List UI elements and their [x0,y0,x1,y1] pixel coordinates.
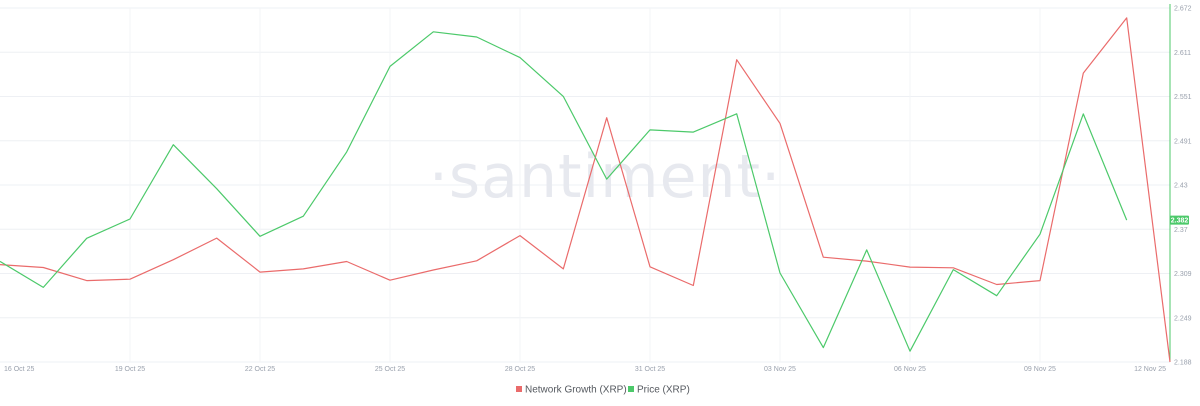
legend-label: Price (XRP) [637,385,690,396]
x-tick-label: 06 Nov 25 [894,366,926,373]
x-tick-label: 25 Oct 25 [375,366,405,373]
y-tick-label: 2.43 [1174,183,1188,190]
watermark: ·santiment· [429,142,781,212]
current-price-tag: 2.382 [1170,215,1189,225]
y-tick-label: 2.37 [1174,227,1188,234]
series-line-network-growth [0,17,1171,363]
x-axis-ticks: 16 Oct 25 19 Oct 25 22 Oct 25 25 Oct 25 28 O… [4,366,1166,373]
y-tick-label: 2.309 [1174,271,1192,278]
horizontal-grid [0,7,1170,363]
legend-label: Network Growth (XRP) [525,385,627,396]
x-tick-label: 16 Oct 25 [4,366,34,373]
x-tick-label: 12 Nov 25 [1134,366,1166,373]
y-tick-label: 2.249 [1174,315,1192,322]
right-axis-ticks: 2.672 2.611 2.551 2.491 2.43 2.37 2.309 2.249 2.… [1174,6,1192,367]
y-tick-label: 2.611 [1174,50,1191,57]
legend: Network Growth (XRP) Price (XRP) [516,385,690,396]
x-tick-label: 31 Oct 25 [635,366,665,373]
x-tick-label: 09 Nov 25 [1024,366,1056,373]
y-tick-label: 2.551 [1174,94,1192,101]
series-line-price [0,31,1128,352]
legend-swatch [628,386,634,392]
current-price-tag-label: 2.382 [1171,217,1189,224]
current-price-tag-bg [1170,215,1189,225]
x-tick-label: 22 Oct 25 [245,366,275,373]
y-tick-label: 2.188 [1174,360,1192,367]
y-tick-label: 2.672 [1174,6,1192,13]
x-tick-label: 19 Oct 25 [115,366,145,373]
y-tick-label: 2.491 [1174,138,1192,145]
legend-swatch [516,386,522,392]
x-tick-label: 03 Nov 25 [764,366,796,373]
x-tick-label: 28 Oct 25 [505,366,535,373]
series-layer [0,17,1171,363]
